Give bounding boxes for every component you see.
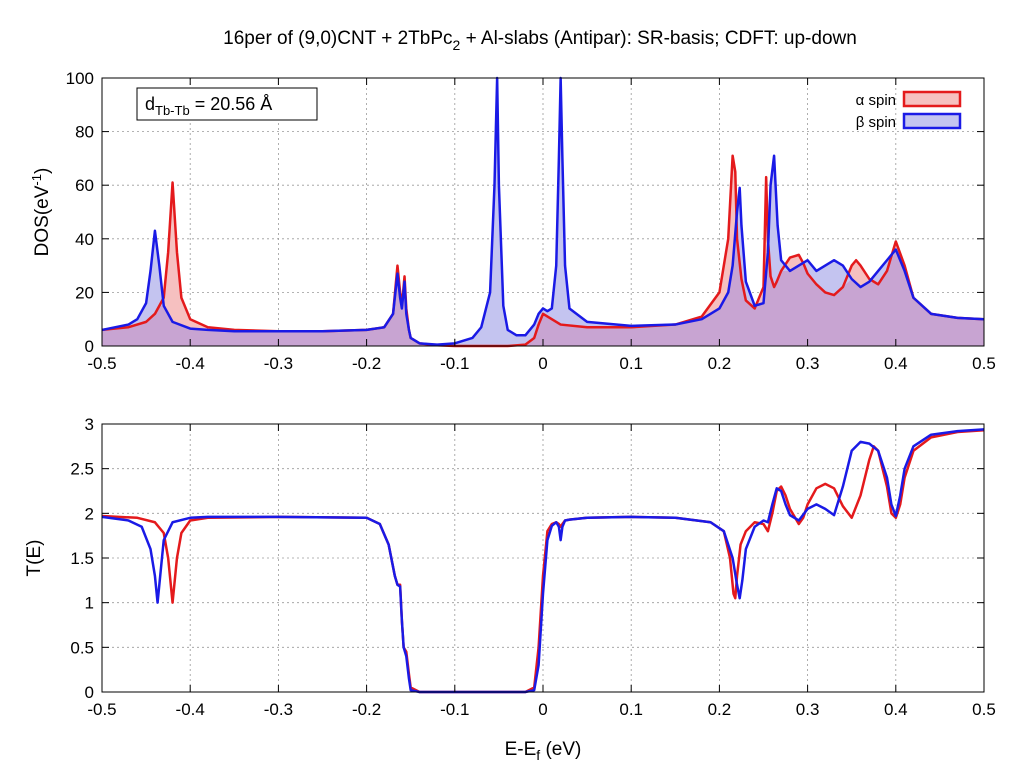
x-tick-label: 0 <box>538 354 547 373</box>
x-tick-label: -0.1 <box>440 700 469 719</box>
chart-title-rest: + Al-slabs (Antipar): SR-basis; CDFT: up… <box>460 28 857 49</box>
distance-annotation-text: dTb-Tb = 20.56 Å <box>145 94 272 118</box>
x-tick-label: 0.5 <box>972 354 996 373</box>
chart-title-subscript: 2 <box>453 37 461 53</box>
transmission-ticks: -0.5 -0.4 -0.3 -0.2 -0.1 0 0.1 0.2 0.3 0.4 0.5 0 0.5… <box>70 415 995 719</box>
dos-y-axis-label: DOS(eV-1) <box>29 168 53 257</box>
legend-beta-label: β spin <box>856 114 896 131</box>
distance-annotation-subscript: Tb-Tb <box>155 103 190 118</box>
y-tick-label: 0 <box>85 337 94 356</box>
y-tick-label: 60 <box>75 176 94 195</box>
y-tick-label: 1 <box>85 594 94 613</box>
transmission-grid <box>102 424 984 692</box>
x-tick-label: -0.4 <box>176 354 205 373</box>
x-tick-label: 0.4 <box>884 700 908 719</box>
chart-title-main: 16per of (9,0)CNT + 2TbPc <box>223 28 452 49</box>
dos-overlap-fill <box>102 233 984 346</box>
x-tick-label: -0.4 <box>176 700 205 719</box>
y-tick-label: 0 <box>85 683 94 702</box>
x-axis-label-subscript: f <box>536 747 540 763</box>
dos-beta-line <box>101 76 985 346</box>
y-tick-label: 20 <box>75 283 94 302</box>
x-tick-label: 0.3 <box>796 354 820 373</box>
x-tick-label: -0.5 <box>87 700 116 719</box>
legend-alpha-swatch <box>902 90 962 108</box>
dos-y-axis-label-superscript: -1 <box>29 174 44 186</box>
y-tick-label: 2 <box>85 504 94 523</box>
transmission-panel: -0.5 -0.4 -0.3 -0.2 -0.1 0 0.1 0.2 0.3 0.4 0.5 0 0.5… <box>24 415 996 763</box>
dos-y-axis-label-main: DOS(eV <box>32 185 53 256</box>
x-tick-label: 0.5 <box>972 700 996 719</box>
y-tick-label: 2.5 <box>70 460 94 479</box>
x-tick-label: -0.3 <box>264 354 293 373</box>
y-tick-label: 40 <box>75 230 94 249</box>
y-tick-label: 100 <box>66 69 94 88</box>
y-tick-label: 1.5 <box>70 549 94 568</box>
dos-y-axis-label-rest: ) <box>32 168 53 174</box>
distance-annotation-box <box>136 87 318 121</box>
x-tick-label: 0.2 <box>708 700 732 719</box>
legend: α spin β spin <box>856 90 962 131</box>
distance-annotation-main: d <box>145 94 155 114</box>
dos-panel: -0.5 -0.4 -0.3 -0.2 -0.1 0 0.1 0.2 0.3 0.4 0.5 0 20 4… <box>29 69 996 373</box>
x-axis-label-main: E-E <box>505 739 537 760</box>
y-tick-label: 0.5 <box>70 638 94 657</box>
transmission-beta-line <box>101 428 985 694</box>
y-tick-label: 80 <box>75 123 94 142</box>
legend-alpha-label: α spin <box>856 92 896 109</box>
x-tick-label: 0.4 <box>884 354 908 373</box>
x-tick-label: 0 <box>538 700 547 719</box>
x-tick-label: -0.2 <box>352 354 381 373</box>
chart-title: 16per of (9,0)CNT + 2TbPc2 + Al-slabs (A… <box>223 28 857 53</box>
x-axis-label: E-Ef (eV) <box>505 739 582 763</box>
x-tick-label: -0.2 <box>352 700 381 719</box>
x-tick-label: -0.3 <box>264 700 293 719</box>
transmission-y-axis-label: T(E) <box>24 540 45 577</box>
dos-ticks: -0.5 -0.4 -0.3 -0.2 -0.1 0 0.1 0.2 0.3 0.4 0.5 0 20 4… <box>66 69 996 373</box>
distance-annotation-rest: = 20.56 Å <box>190 94 273 114</box>
x-tick-label: 0.2 <box>708 354 732 373</box>
x-axis-label-rest: (eV) <box>540 739 581 760</box>
x-tick-label: 0.1 <box>619 700 643 719</box>
x-tick-label: 0.3 <box>796 700 820 719</box>
legend-beta-swatch <box>902 112 962 130</box>
x-tick-label: 0.1 <box>619 354 643 373</box>
y-tick-label: 3 <box>85 415 94 434</box>
x-tick-label: -0.5 <box>87 354 116 373</box>
x-tick-label: -0.1 <box>440 354 469 373</box>
distance-annotation: dTb-Tb = 20.56 Å <box>136 87 318 121</box>
